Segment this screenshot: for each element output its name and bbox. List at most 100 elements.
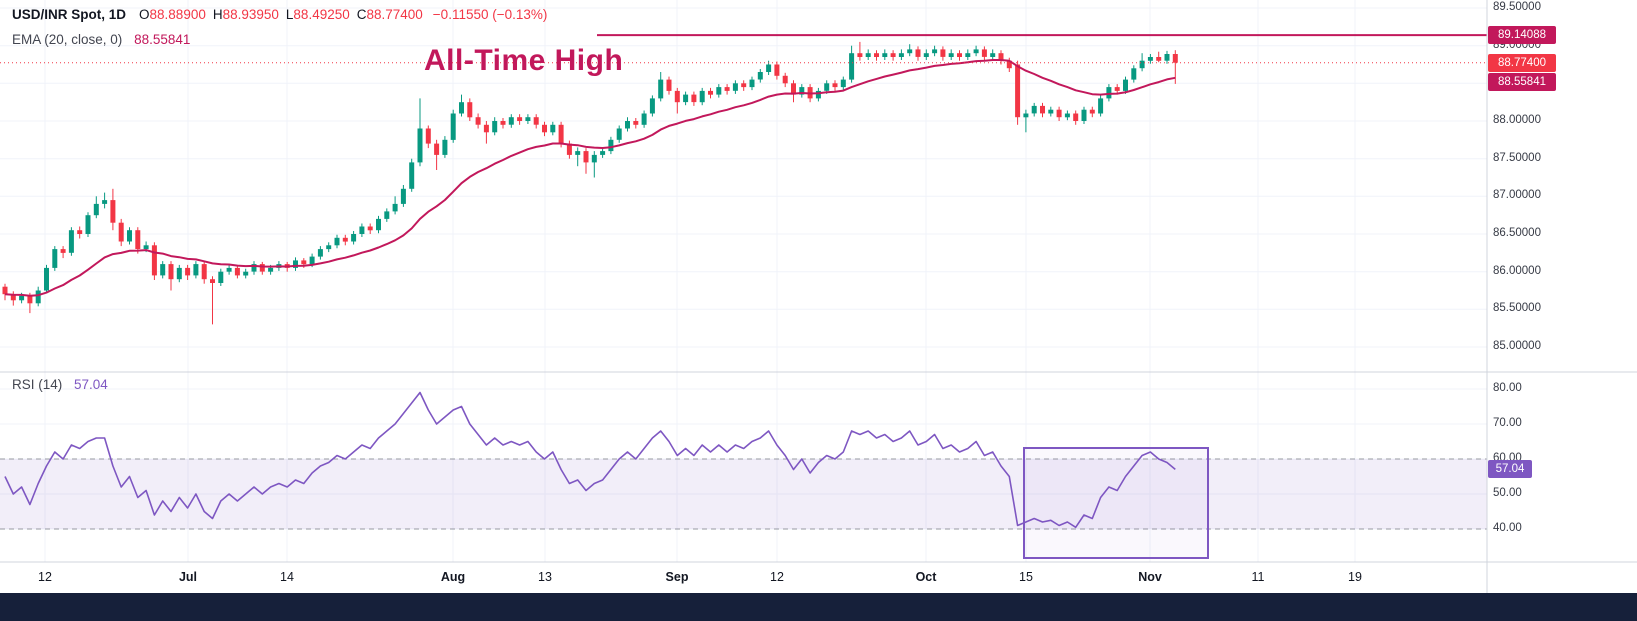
candle-body [608, 139, 614, 152]
time-tick-label: 12 [38, 570, 52, 584]
candle-body [940, 49, 946, 57]
candle-body [1139, 60, 1145, 69]
candle-body [716, 87, 722, 95]
candle-body [874, 53, 879, 57]
candle-body [666, 79, 672, 91]
time-tick-label: 11 [1251, 570, 1265, 584]
highlight-box[interactable] [1023, 447, 1209, 559]
candle-body [525, 117, 531, 121]
candle-body [226, 267, 232, 272]
candle-body [517, 117, 523, 121]
candle-body [550, 124, 556, 133]
candle-body [251, 264, 257, 272]
ema-legend[interactable]: EMA (20, close, 0) 88.55841 [12, 32, 190, 47]
candle-body [832, 83, 838, 88]
candle-body [201, 264, 207, 280]
candle-body [210, 279, 215, 283]
candle-body [351, 234, 357, 242]
candle-body [1006, 60, 1012, 69]
candle-body [1164, 54, 1170, 61]
candle-body [326, 245, 332, 250]
candle-body [243, 271, 249, 276]
time-tick-label: 12 [770, 570, 784, 584]
candle-body [766, 64, 772, 72]
candle-body [990, 53, 996, 57]
candle-body [301, 260, 307, 265]
candle-body [724, 87, 730, 91]
candle-body [1056, 109, 1062, 118]
candle-body [1031, 105, 1037, 114]
candle-body [1156, 57, 1162, 61]
price-tick-label: 89.50000 [1493, 1, 1541, 13]
ema-line[interactable] [4, 59, 1176, 297]
candle-body [392, 203, 398, 212]
rsi-tick-label: 80.00 [1493, 382, 1522, 394]
candle-body [1015, 64, 1021, 118]
candle-body [459, 102, 464, 114]
candle-body [218, 271, 224, 283]
time-tick-label: Oct [915, 570, 937, 584]
candle-body [533, 117, 539, 125]
candle-body [591, 154, 597, 163]
candle-body [176, 267, 182, 280]
candle-body [932, 49, 938, 54]
candle-body [683, 94, 689, 103]
symbol-legend[interactable]: USD/INR Spot, 1D O88.88900 H88.93950 L88… [12, 7, 547, 22]
candle-body [965, 53, 971, 57]
time-tick-label: Nov [1138, 570, 1162, 584]
candle-body [68, 230, 74, 253]
candle-body [741, 83, 747, 88]
rsi-value: 57.04 [74, 377, 108, 392]
candle-body [799, 87, 805, 95]
candle-body [757, 72, 763, 80]
candle-body [633, 121, 639, 125]
candle-body [898, 53, 904, 57]
candle-body [52, 249, 58, 268]
candle-body [376, 218, 381, 231]
candle-body [558, 124, 564, 144]
candle-body [1040, 105, 1045, 114]
candle-body [500, 121, 506, 125]
candle-body [384, 211, 390, 219]
candle-body [102, 200, 108, 204]
time-axis[interactable]: 12 Jul 14 Aug 13 Sep 12 Oct 15 Nov 11 19 [0, 562, 1637, 593]
ema-value: 88.55841 [134, 32, 191, 47]
candle-body [1172, 54, 1178, 63]
candle-body [19, 295, 25, 301]
price-tick-label: 88.00000 [1493, 114, 1541, 126]
candle-body [450, 113, 456, 140]
candle-body [151, 245, 157, 276]
candle-body [708, 90, 713, 95]
candle-body [641, 113, 647, 125]
candle-body [674, 90, 680, 103]
rsi-legend[interactable]: RSI (14) 57.04 [12, 377, 108, 392]
candle-body [1106, 87, 1112, 99]
candle-body [575, 151, 581, 155]
rsi-tick-label: 70.00 [1493, 417, 1522, 429]
rsi-line[interactable] [4, 391, 1176, 529]
ohlc-high: H88.93950 [212, 7, 279, 22]
bottom-bar [0, 593, 1637, 621]
candle-body [649, 98, 655, 114]
time-tick-label: 13 [538, 570, 552, 584]
candle-body [749, 79, 755, 88]
candle-body [998, 53, 1004, 61]
candle-body [857, 53, 863, 57]
candle-body [400, 188, 406, 204]
candle-body [1048, 109, 1054, 114]
candle-body [1023, 113, 1029, 118]
ath-price-badge: 89.14088 [1488, 26, 1556, 45]
price-axis[interactable]: 89.50000 89.00000 88.00000 87.50000 87.00000… [1487, 0, 1637, 593]
all-time-high-annotation: All-Time High [424, 44, 624, 77]
candle-body [118, 222, 124, 242]
candle-body [85, 215, 91, 234]
candle-body [492, 121, 498, 133]
candle-body [35, 290, 41, 304]
candle-body [1081, 109, 1087, 121]
candle-body [425, 128, 431, 144]
candle-body [359, 226, 365, 234]
candle-body [1123, 79, 1128, 91]
candle-body [1089, 109, 1095, 114]
candle-body [791, 83, 796, 95]
